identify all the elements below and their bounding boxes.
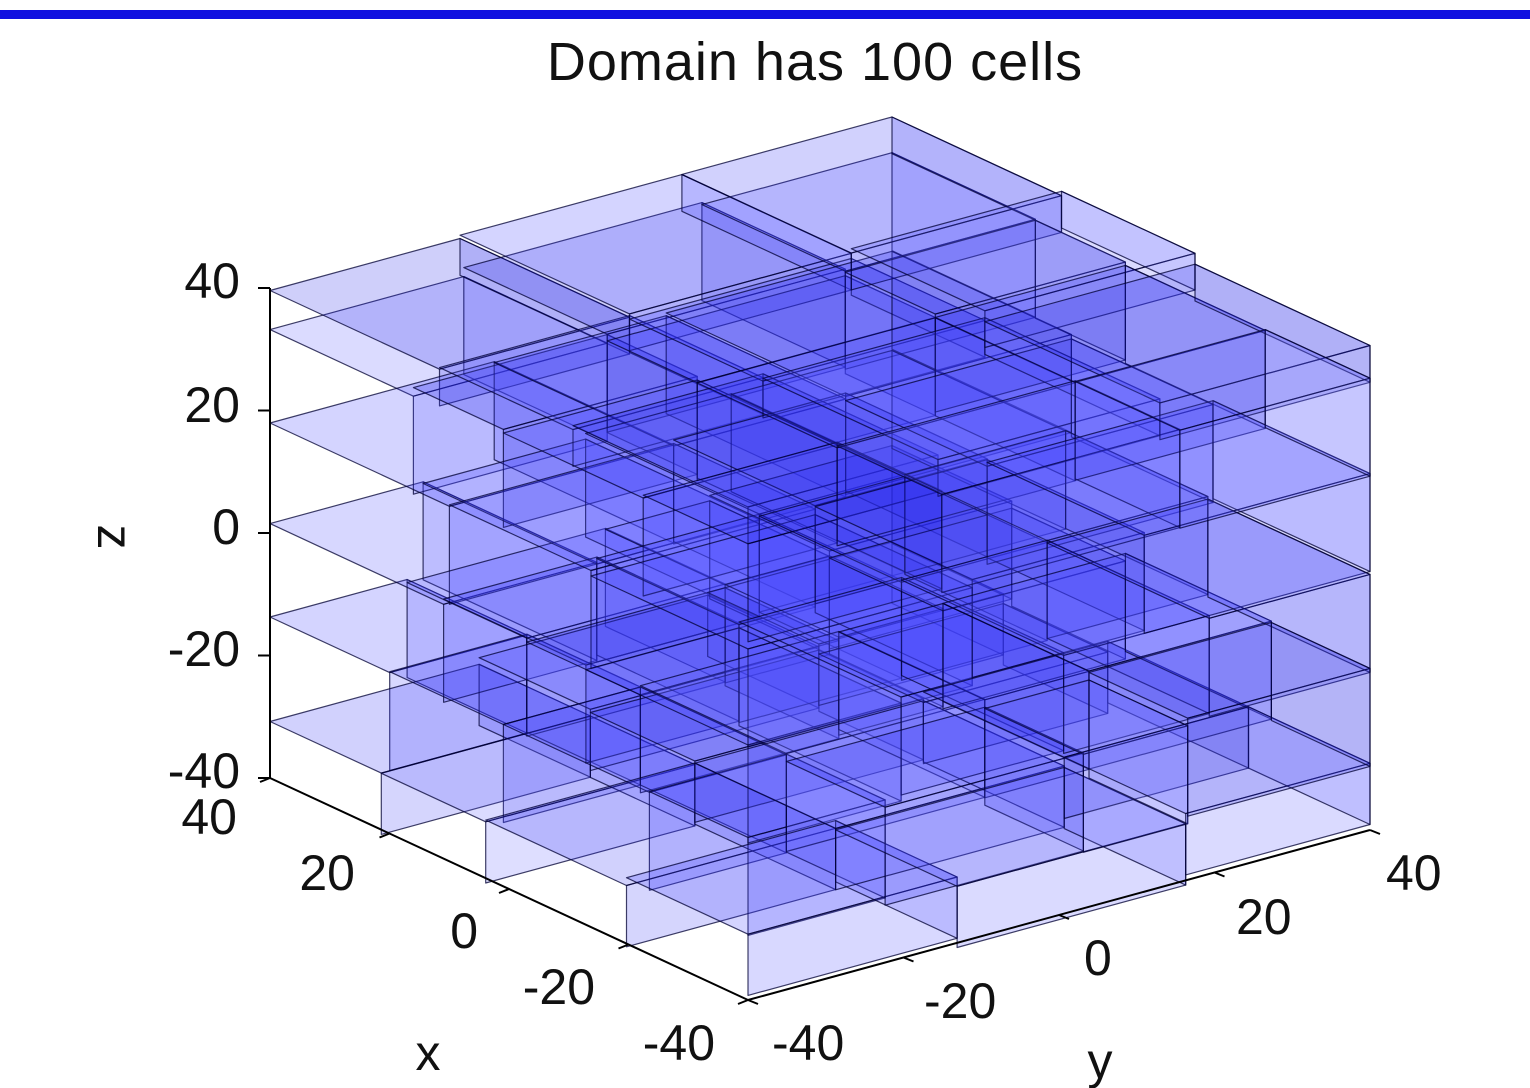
cells-layer xyxy=(269,116,1371,997)
top-rule xyxy=(0,10,1530,19)
z-tick-label: 20 xyxy=(184,377,240,433)
x-tick-mark xyxy=(737,999,749,1005)
y-tick-mark xyxy=(1214,871,1225,878)
x-tick-label: 20 xyxy=(299,845,355,901)
x-tick-label: 40 xyxy=(181,789,237,845)
cell-face xyxy=(1270,621,1371,768)
y-tick-mark xyxy=(903,956,914,963)
chart-title: Domain has 100 cells xyxy=(547,32,1083,92)
y-tick-label: 20 xyxy=(1236,889,1292,945)
z-tick-label: 0 xyxy=(212,499,240,555)
x-axis-label: x xyxy=(416,1025,441,1081)
cell-face xyxy=(1264,329,1371,477)
y-tick-mark xyxy=(1369,829,1381,835)
cell-face xyxy=(1207,498,1371,674)
x-tick-mark xyxy=(379,832,390,839)
y-axis-label: y xyxy=(1088,1033,1113,1088)
z-tick-label: -40 xyxy=(168,743,240,799)
y-tick-label: -40 xyxy=(772,1015,844,1071)
x-tick-mark xyxy=(618,943,629,950)
x-tick-label: -20 xyxy=(523,959,595,1015)
axes-layer xyxy=(258,287,1381,1005)
cell-face xyxy=(1194,263,1371,383)
x-tick-label: -40 xyxy=(643,1015,715,1071)
y-tick-mark xyxy=(747,999,759,1005)
z-tick-label: 40 xyxy=(184,253,240,309)
y-tick-label: -20 xyxy=(924,973,996,1029)
z-axis-label: z xyxy=(87,525,143,550)
cell-face xyxy=(1212,400,1371,573)
y-tick-mark xyxy=(1058,914,1070,920)
y-tick-label: 40 xyxy=(1386,845,1442,901)
y-tick-label: 0 xyxy=(1084,930,1112,986)
x-tick-mark xyxy=(498,888,510,894)
x-tick-mark xyxy=(259,777,271,783)
z-tick-label: -20 xyxy=(168,621,240,677)
cell-face xyxy=(1247,706,1371,826)
x-tick-label: 0 xyxy=(450,903,478,959)
